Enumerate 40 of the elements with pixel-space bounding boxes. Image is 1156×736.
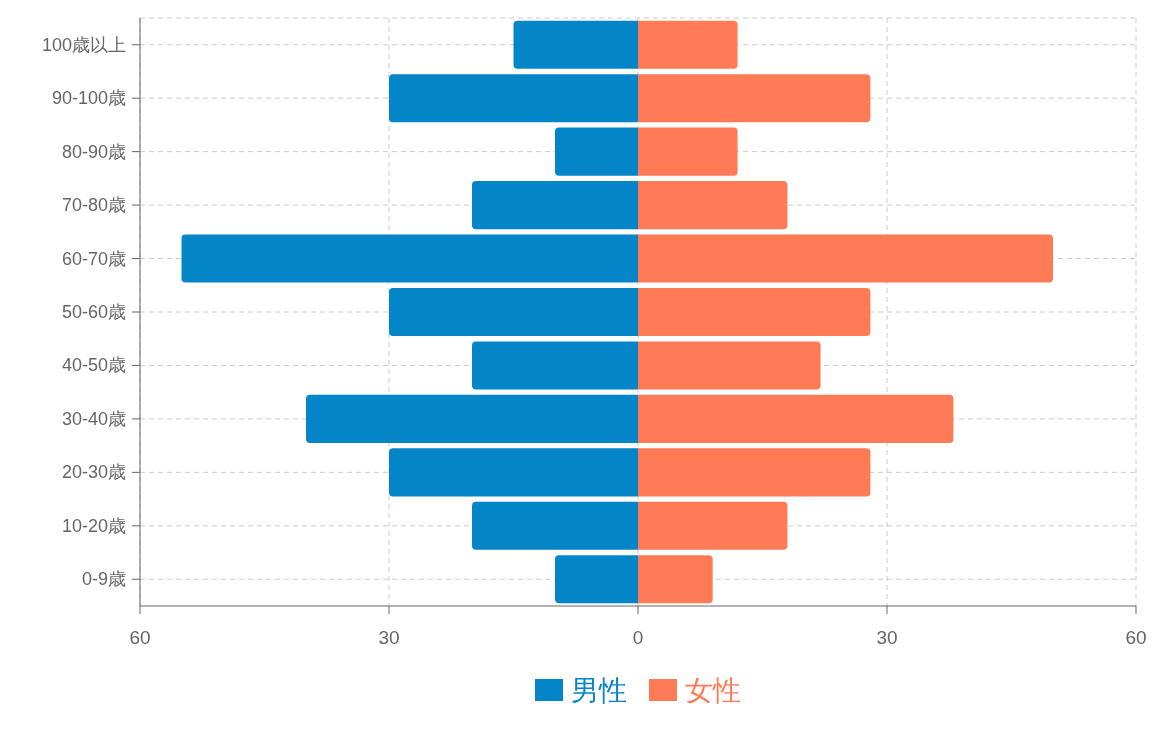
y-tick-label: 60-70歳 [61, 248, 126, 269]
x-tick-label: 60 [129, 627, 151, 648]
y-tick-label: 80-90歳 [61, 141, 126, 162]
bar [638, 127, 738, 176]
bar [513, 20, 638, 69]
x-tick-label: 30 [378, 627, 400, 648]
bar [638, 181, 788, 230]
legend-label: 女性 [685, 675, 741, 706]
y-tick-label: 40-50歳 [61, 355, 126, 376]
bar [638, 555, 713, 604]
bar [389, 448, 638, 497]
bar [472, 341, 638, 390]
bar [389, 287, 638, 337]
y-tick-label: 70-80歳 [61, 195, 126, 216]
y-tick-label: 90-100歳 [51, 88, 126, 109]
y-tick-label: 10-20歳 [61, 515, 126, 536]
y-tick-label: 0-9歳 [81, 569, 126, 590]
bar [638, 20, 738, 69]
x-tick-label: 60 [1125, 627, 1147, 648]
y-tick-label: 100歳以上 [41, 34, 126, 55]
bar [472, 181, 638, 230]
bar [638, 74, 871, 123]
x-tick-label: 0 [632, 627, 644, 648]
y-tick-label: 30-40歳 [61, 408, 126, 429]
bar [638, 394, 954, 443]
y-tick-label: 50-60歳 [61, 302, 126, 322]
bar [181, 234, 638, 283]
legend-label: 男性 [571, 675, 627, 706]
y-tick-label: 20-30歳 [61, 462, 126, 483]
bar [638, 501, 788, 550]
bar [555, 127, 638, 176]
bar [638, 341, 821, 390]
bar [472, 501, 638, 550]
bar [638, 287, 871, 337]
bar [638, 448, 871, 497]
bar [306, 394, 638, 443]
bar [389, 74, 638, 123]
x-tick-label: 30 [876, 627, 898, 648]
bar [638, 234, 1053, 283]
bar [555, 555, 638, 604]
